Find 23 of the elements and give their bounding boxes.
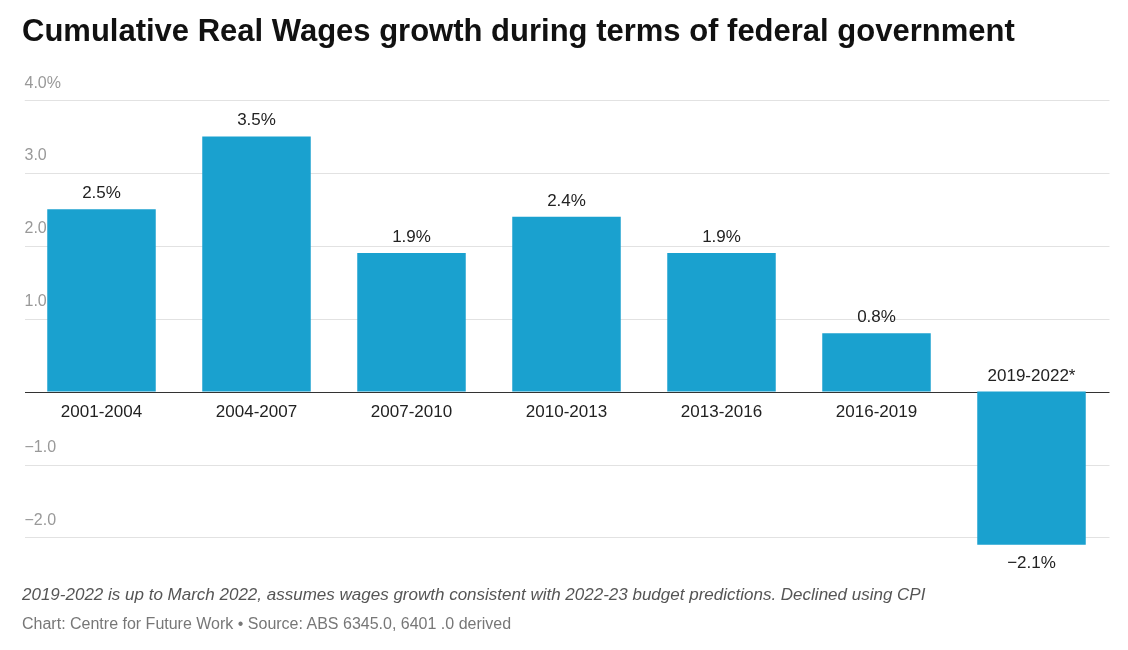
y-tick-label: −1.0 [24, 438, 57, 456]
x-tick-label: 2007-2010 [370, 401, 453, 421]
y-tick-label: 1.0 [24, 292, 47, 310]
data-label: 3.5% [237, 110, 276, 130]
chart-title: Cumulative Real Wages growth during terms of federal government [22, 13, 1015, 48]
y-tick-label: 3.0 [24, 146, 47, 164]
data-label: −2.1% [1007, 552, 1056, 572]
x-tick-label: 2004-2007 [215, 401, 298, 421]
x-tick-label: 2019-2022* [987, 365, 1076, 385]
y-tick-label: 4.0% [24, 73, 61, 91]
data-label: 0.8% [857, 307, 896, 327]
x-tick-label: 2016-2019 [835, 401, 918, 421]
x-tick-label: 2001-2004 [60, 401, 143, 421]
y-tick-label: 2.0 [24, 219, 47, 237]
text: Chart: Centre for Future Work • Source: ABS 6345.0, 6401 .0 derived [22, 615, 513, 633]
x-tick-label: 2013-2016 [680, 401, 763, 421]
data-label: 2.4% [547, 190, 586, 210]
text: 2019-2022 is up to March 2022, assumes wages growth consistent with 2022-23 budget predictions. Declined using CPI [22, 585, 927, 605]
data-label: 1.9% [392, 227, 431, 247]
data-label: 1.9% [702, 227, 741, 247]
y-tick-label: −2.0 [24, 510, 57, 528]
data-label: 2.5% [82, 183, 121, 203]
x-tick-label: 2010-2013 [525, 401, 608, 421]
